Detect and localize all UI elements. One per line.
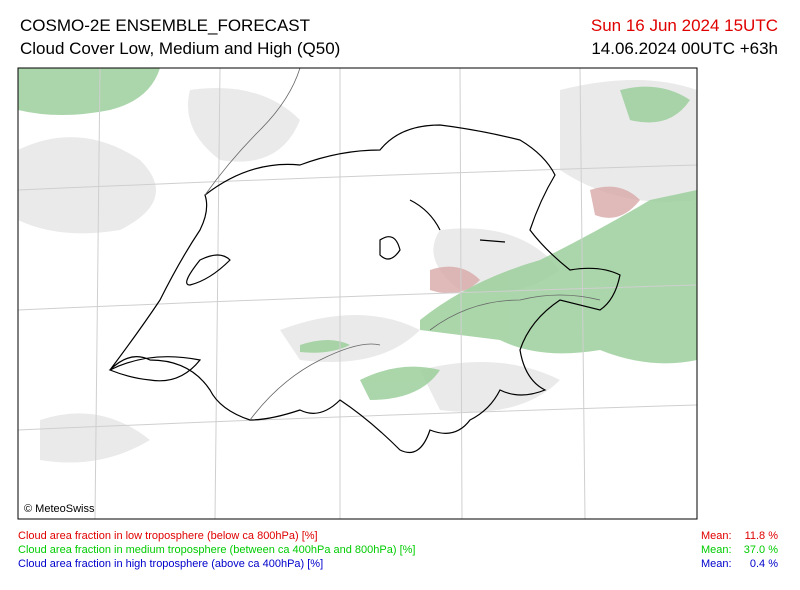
copyright: © MeteoSwiss	[24, 503, 95, 515]
legend-label: Cloud area fraction in medium tropospher…	[18, 544, 416, 556]
run-time: 14.06.2024 00UTC +63h	[591, 39, 778, 58]
map-field	[18, 68, 697, 519]
legend-label: Cloud area fraction in high troposphere …	[18, 558, 324, 570]
legend-mean: 0.4 %	[749, 558, 778, 570]
subtitle: Cloud Cover Low, Medium and High (Q50)	[20, 39, 341, 58]
map-frame	[17, 67, 698, 520]
title: COSMO-2E ENSEMBLE_FORECAST	[20, 16, 311, 35]
legend-mean: 37.0 %	[743, 544, 778, 556]
legend-mean-label: Mean:	[701, 530, 732, 542]
legend-mean: 11.8 %	[744, 530, 778, 542]
legend-label: Cloud area fraction in low troposphere (…	[18, 530, 318, 542]
valid-time: Sun 16 Jun 2024 15UTC	[590, 16, 778, 35]
legend-mean-label: Mean:	[701, 544, 732, 556]
legend-mean-label: Mean:	[701, 558, 732, 570]
